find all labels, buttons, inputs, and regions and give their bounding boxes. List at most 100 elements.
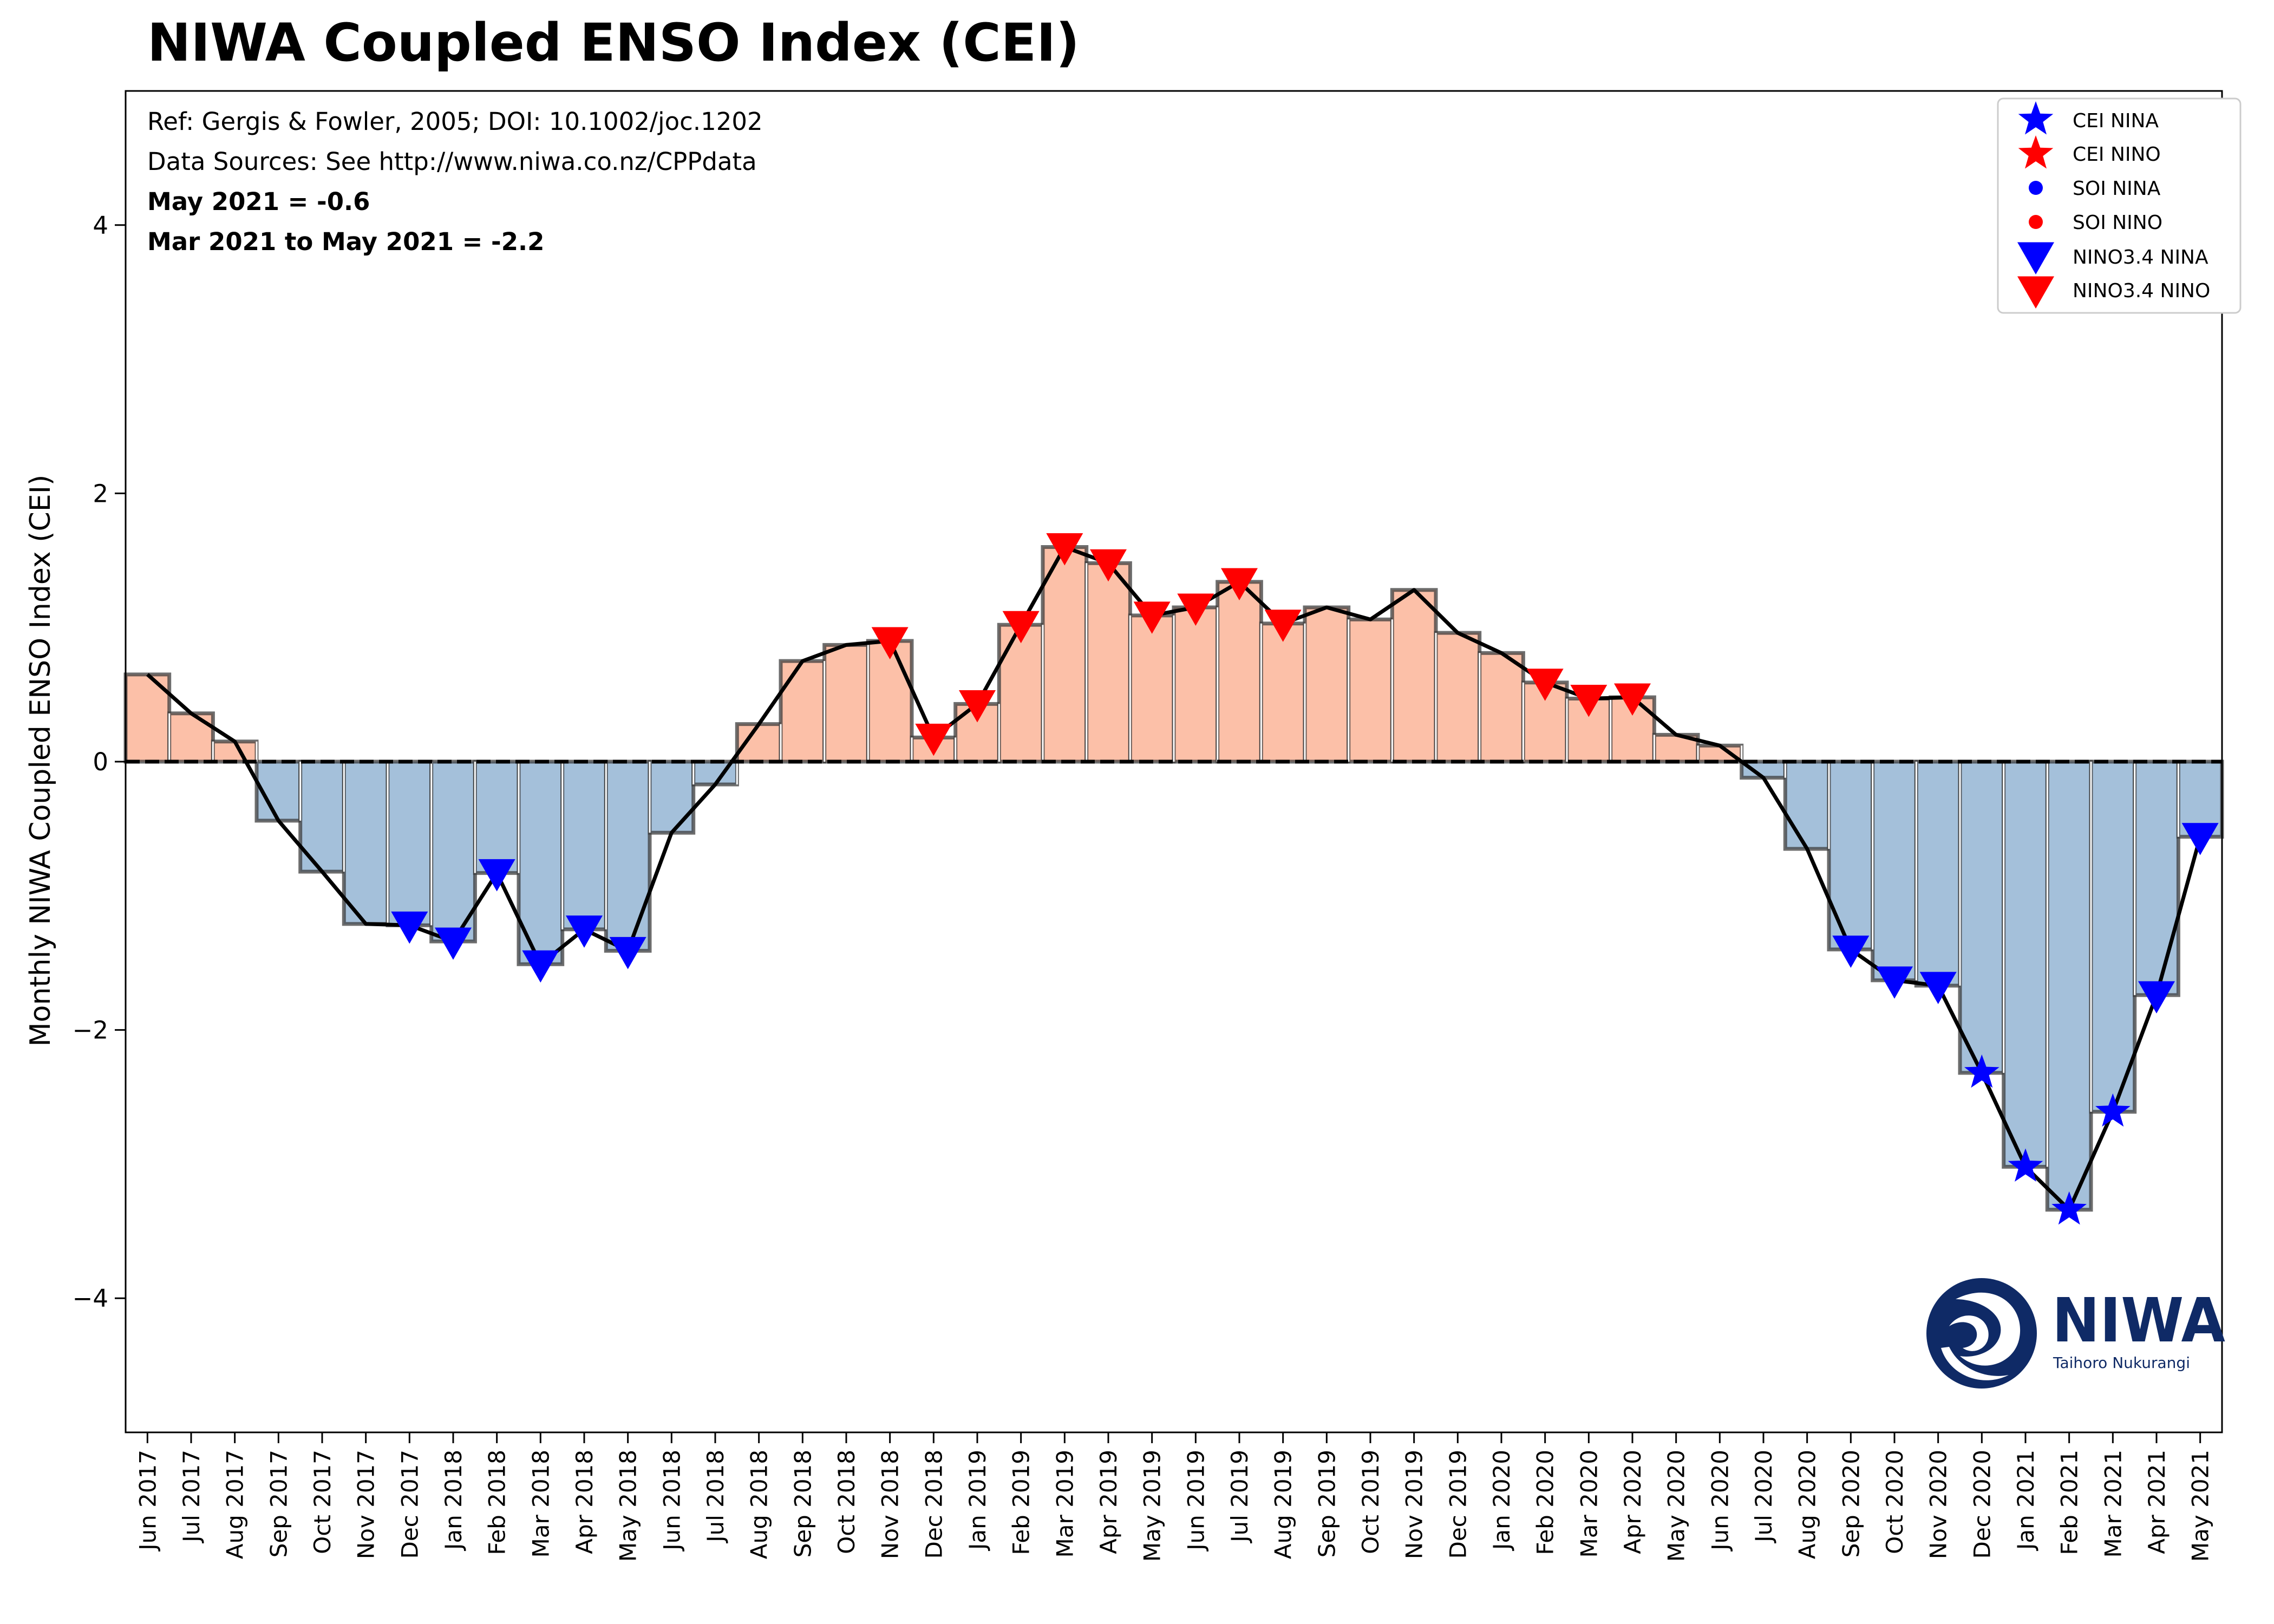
nino34-nina-marker <box>1919 972 1957 1004</box>
x-tick-label: Dec 2017 <box>396 1450 423 1559</box>
bar-jun-2019 <box>1172 605 1220 764</box>
bar-may-2018 <box>604 759 652 953</box>
x-tick-label: Aug 2019 <box>1270 1450 1297 1559</box>
y-tick-label: −2 <box>73 1016 108 1045</box>
x-tick-label: May 2018 <box>615 1450 642 1562</box>
bar-dec-2020 <box>1958 759 2006 1075</box>
nino34-nina-marker <box>2181 823 2219 855</box>
niwa-swirl-icon <box>1926 1278 2037 1389</box>
bar-aug-2019 <box>1259 621 1307 764</box>
niwa-logo-tagline: Taihoro Nukurangi <box>2053 1354 2190 1372</box>
cei-nina-marker <box>1964 1054 1999 1088</box>
nino34-nina-marker <box>522 950 559 983</box>
x-tick-label: Apr 2020 <box>1619 1450 1646 1554</box>
nino34-nino-marker <box>1177 593 1214 626</box>
nino34-nino-marker <box>1526 669 1564 701</box>
bar-nov-2017 <box>342 759 390 926</box>
x-tick-label: Jul 2017 <box>178 1450 205 1544</box>
x-tick-label: Apr 2018 <box>571 1450 598 1554</box>
x-tick-label: Jan 2018 <box>440 1450 467 1551</box>
x-tick-label: Aug 2020 <box>1794 1450 1821 1559</box>
bar-apr-2019 <box>1084 561 1132 764</box>
nino34-nino-marker <box>1133 601 1171 634</box>
bar-aug-2020 <box>1783 759 1831 851</box>
x-tick-label: Jul 2019 <box>1226 1450 1253 1544</box>
x-tick-label: May 2021 <box>2187 1450 2214 1562</box>
bar-mar-2021 <box>2089 759 2137 1114</box>
bar-oct-2019 <box>1347 617 1394 764</box>
x-tick-label: Jun 2017 <box>134 1450 161 1552</box>
bar-apr-2021 <box>2133 759 2180 997</box>
axes-layer: −4 −2 0 2 4 Jun 2017 Jul 2017 Aug 2017 Sep 2017 O… <box>73 211 2214 1562</box>
bar-jan-2020 <box>1478 651 1525 764</box>
x-tick-label: May 2020 <box>1663 1450 1690 1562</box>
nino34-nino-marker <box>915 723 952 756</box>
nino34-nino-marker <box>1614 683 1651 716</box>
x-tick-label: Nov 2020 <box>1925 1450 1952 1559</box>
triangle-down-icon <box>2017 276 2054 309</box>
x-tick-label: Nov 2019 <box>1401 1450 1428 1559</box>
bar-feb-2021 <box>2045 759 2093 1212</box>
bar-apr-2018 <box>560 759 608 932</box>
legend-label-nino34-nino: NINO3.4 NINO <box>2073 280 2210 302</box>
annotation-ref: Ref: Gergis & Fowler, 2005; DOI: 10.1002… <box>147 107 763 136</box>
x-tick-label: Jun 2019 <box>1182 1450 1209 1552</box>
x-tick-label: Oct 2019 <box>1357 1450 1384 1554</box>
bar-jul-2020 <box>1740 759 1787 780</box>
legend-item-cei-nina: CEI NINA <box>2018 101 2159 135</box>
bar-dec-2017 <box>385 759 434 927</box>
legend-label-soi-nina: SOI NINA <box>2073 178 2161 200</box>
x-tick-label: Mar 2018 <box>527 1450 554 1557</box>
triangle-down-icon <box>2017 242 2054 274</box>
bar-feb-2018 <box>473 759 521 875</box>
nino34-nino-marker <box>1570 685 1608 717</box>
legend: CEI NINA CEI NINO SOI NINA SOI NINO NINO… <box>1997 97 2242 314</box>
niwa-logo: NIWA Taihoro Nukurangi <box>1926 1278 2225 1389</box>
x-tick-label: Sep 2019 <box>1314 1450 1340 1557</box>
x-tick-label: Feb 2019 <box>1008 1450 1035 1555</box>
nino34-nino-marker <box>871 627 909 659</box>
nino34-nina-marker <box>435 927 472 960</box>
x-tick-label: Dec 2019 <box>1445 1450 1471 1559</box>
nino34-nina-marker <box>478 859 515 892</box>
bar-jul-2019 <box>1216 580 1263 764</box>
legend-label-soi-nino: SOI NINO <box>2073 212 2162 234</box>
x-tick-label: Sep 2017 <box>265 1450 292 1557</box>
bar-jun-2020 <box>1696 743 1744 764</box>
nino34-nino-marker <box>1264 610 1302 642</box>
x-tick-label: Feb 2020 <box>1532 1450 1559 1555</box>
x-tick-label: Feb 2018 <box>484 1450 511 1555</box>
x-tick-label: Mar 2021 <box>2100 1450 2126 1557</box>
legend-label-cei-nino: CEI NINO <box>2073 143 2161 166</box>
legend-item-cei-nino: CEI NINO <box>2018 135 2161 169</box>
legend-label-nino34-nina: NINO3.4 NINA <box>2073 246 2208 269</box>
nino34-nino-marker <box>1046 533 1083 566</box>
x-tick-label: Dec 2020 <box>1969 1450 1995 1559</box>
x-tick-label: Jan 2020 <box>1488 1450 1515 1551</box>
nino34-nino-marker <box>1090 549 1127 582</box>
legend-label-cei-nina: CEI NINA <box>2073 110 2159 132</box>
nino34-nina-marker <box>1876 966 1913 999</box>
nino34-nino-marker <box>959 690 996 723</box>
nino34-nina-marker <box>391 911 428 944</box>
niwa-logo-text: NIWA <box>2052 1286 2225 1356</box>
x-tick-label: Aug 2018 <box>746 1450 773 1559</box>
x-tick-label: Jun 2020 <box>1707 1450 1733 1552</box>
bar-mar-2019 <box>1041 545 1089 764</box>
annotation-three-month: Mar 2021 to May 2021 = -2.2 <box>147 227 544 256</box>
bar-nov-2019 <box>1390 588 1438 764</box>
bar-nov-2020 <box>1914 759 1962 988</box>
x-tick-label: May 2019 <box>1139 1450 1166 1562</box>
legend-item-soi-nina: SOI NINA <box>2029 178 2161 200</box>
dot-icon <box>2029 181 2043 195</box>
x-tick-label: Mar 2020 <box>1576 1450 1602 1557</box>
x-tick-label: Nov 2018 <box>877 1450 904 1559</box>
x-tick-label: Aug 2017 <box>222 1450 249 1559</box>
x-tick-label: Jul 2020 <box>1750 1450 1777 1544</box>
cei-nina-marker <box>2095 1093 2131 1127</box>
x-tick-label: Jul 2018 <box>702 1450 729 1544</box>
bar-jun-2018 <box>648 759 696 835</box>
x-tick-label: Apr 2021 <box>2144 1450 2170 1554</box>
legend-item-nino34-nina: NINO3.4 NINA <box>2017 242 2208 274</box>
